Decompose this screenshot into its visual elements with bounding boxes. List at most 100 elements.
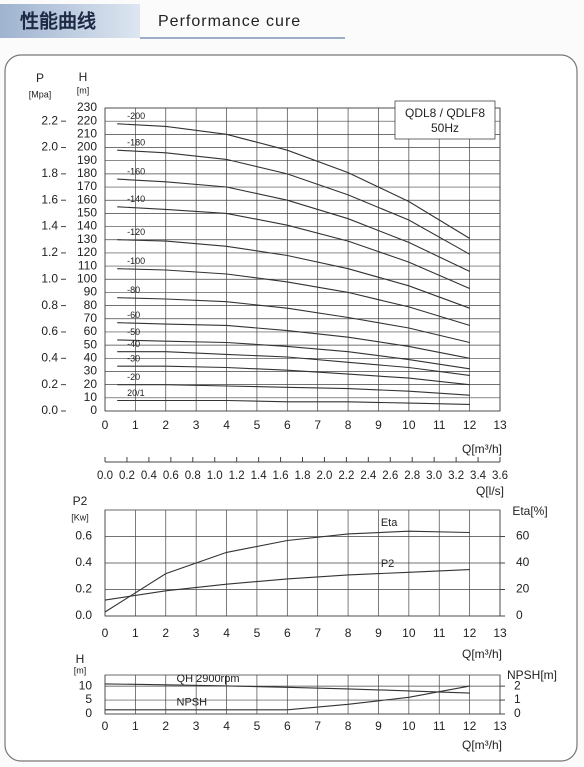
curve [117,339,470,370]
x2-axis-label: Q[l/s] [476,484,504,498]
y-tick-label: 230 [77,100,97,114]
curve-label: Eta [381,517,398,529]
curve [117,239,470,309]
curve [117,206,470,290]
x-tick-label: 3 [193,626,200,640]
y-tick-label: 0 [85,706,92,720]
x-tick-label: 9 [375,418,382,432]
x-axis-label: Q[m³/h] [462,442,502,456]
y2-tick-label: 40 [516,555,530,569]
x2-tick-label: 3.6 [492,470,508,482]
y-axis-label: H [76,652,85,666]
y-tick-label: 180 [77,166,97,180]
x-tick-label: 9 [375,719,382,733]
y-tick-label: 110 [78,258,97,272]
curve-label: -30 [127,354,140,364]
y-tick-label: 0.2 [75,582,92,596]
y2-axis-label: P [36,71,44,85]
y-tick-label: 160 [77,192,97,206]
x-axis-label: Q[m³/h] [462,647,502,661]
y-axis-unit: [m] [74,665,87,675]
annotation: QDL8 / QDLF8 [405,106,485,120]
annotation: 50Hz [431,121,459,135]
curve-label: -100 [127,256,145,266]
x2-tick-label: 2.0 [316,470,332,482]
x-tick-label: 11 [433,626,446,640]
y2-tick-label: 2.2 [41,113,58,127]
x-tick-label: 12 [463,418,477,432]
x2-tick-label: 1.0 [207,470,223,482]
y2-tick-label: 2 [514,678,521,692]
y-tick-label: 90 [84,285,98,299]
x-tick-label: 2 [162,626,169,640]
x-tick-label: 0 [102,418,109,432]
x-tick-label: 4 [223,719,230,733]
y-tick-label: 200 [77,140,97,154]
y-tick-label: 130 [77,232,97,246]
curve [117,149,470,255]
curve-label: QH 2900rpm [177,673,240,685]
curve-label: -120 [127,227,145,237]
header-title-zh: 性能曲线 [20,10,96,33]
curve [104,530,470,613]
x-tick-label: 5 [254,626,261,640]
y-tick-label: 5 [85,692,92,706]
y2-tick-label: 20 [516,582,530,596]
annotation-box [394,100,496,140]
y-axis-unit: [Kw] [71,512,89,522]
curve [117,365,470,386]
curve-label: -140 [127,194,145,204]
curve [117,322,470,359]
x2-tick-label: 2.6 [382,470,398,482]
y-tick-label: 50 [84,337,98,351]
y-tick-label: 150 [77,206,97,220]
x-tick-label: 1 [132,418,139,432]
x-tick-label: 5 [254,719,261,733]
x-tick-label: 2 [162,418,169,432]
x-tick-label: 10 [402,626,416,640]
x-tick-label: 13 [493,719,507,733]
x-axis-label: Q[m³/h] [462,738,502,752]
y-tick-label: 140 [77,219,97,233]
curve-label: NPSH [177,697,208,709]
x-tick-label: 11 [433,418,446,432]
y-tick-label: 20 [84,377,98,391]
curve-label: -60 [127,310,140,320]
y-tick-label: 0.4 [75,555,92,569]
curve [104,569,470,601]
x-tick-label: 7 [314,719,321,733]
x2-tick-label: 2.4 [360,470,377,482]
x2-tick-label: 1.8 [295,470,311,482]
x-tick-label: 0 [102,626,109,640]
y2-tick-label: 0.8 [41,298,58,312]
y2-tick-label: 0.2 [41,377,58,391]
x2-tick-label: 1.4 [251,470,268,482]
y2-tick-label: 0 [516,608,523,622]
x-tick-label: 8 [345,418,352,432]
y-tick-label: 170 [77,179,97,193]
y2-tick-label: 0.0 [41,403,58,417]
y-tick-label: 0 [90,403,97,417]
x2-tick-label: 0.0 [97,470,113,482]
curve [117,123,470,239]
x-tick-label: 13 [493,418,507,432]
x2-tick-label: 0.6 [163,470,179,482]
y2-tick-label: 1 [514,692,521,706]
y2-tick-label: 0.4 [41,350,58,364]
y-axis-unit: [m] [77,85,90,95]
y-tick-label: 80 [84,298,98,312]
y-tick-label: 70 [84,311,98,325]
curve [117,268,470,326]
y2-tick-label: 1.8 [41,166,58,180]
y2-axis-label: Eta[%] [512,504,547,518]
curve [105,685,470,711]
x-tick-label: 9 [375,626,382,640]
y-axis-label: H [79,70,88,84]
x-tick-label: 11 [433,719,446,733]
curve [117,384,470,396]
x2-tick-label: 1.2 [229,470,245,482]
curve [117,178,470,272]
y2-tick-label: 2.0 [41,140,58,154]
x2-tick-label: 2.2 [338,470,354,482]
